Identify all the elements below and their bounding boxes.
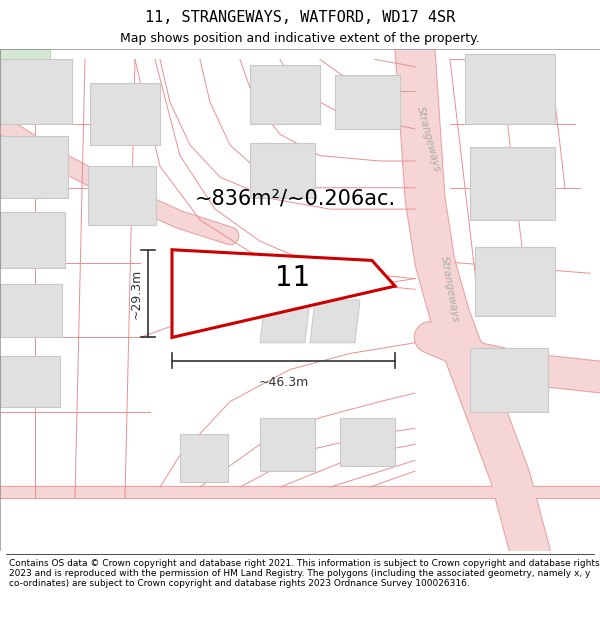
Text: ~46.3m: ~46.3m xyxy=(259,376,308,389)
Text: ~836m²/~0.206ac.: ~836m²/~0.206ac. xyxy=(194,188,395,208)
Text: Strangeways: Strangeways xyxy=(415,106,442,174)
Text: ~29.3m: ~29.3m xyxy=(130,269,143,319)
Text: 11, STRANGEWAYS, WATFORD, WD17 4SR: 11, STRANGEWAYS, WATFORD, WD17 4SR xyxy=(145,10,455,25)
Polygon shape xyxy=(310,300,360,343)
Bar xyxy=(0,284,62,338)
Polygon shape xyxy=(172,250,395,338)
Bar xyxy=(0,136,68,198)
Bar xyxy=(470,348,548,413)
Bar xyxy=(250,65,320,124)
Text: Strangeways: Strangeways xyxy=(439,255,461,323)
Bar xyxy=(250,143,315,198)
Bar xyxy=(88,166,156,225)
Bar xyxy=(0,59,72,124)
Bar xyxy=(475,246,555,316)
Bar xyxy=(90,83,160,145)
Bar xyxy=(260,418,315,471)
Bar xyxy=(0,49,50,91)
Polygon shape xyxy=(260,300,310,343)
Bar xyxy=(0,356,60,407)
Bar xyxy=(470,147,555,220)
Text: 11: 11 xyxy=(275,264,310,292)
Text: Contains OS data © Crown copyright and database right 2021. This information is : Contains OS data © Crown copyright and d… xyxy=(9,559,599,588)
Bar xyxy=(340,418,395,466)
Text: Map shows position and indicative extent of the property.: Map shows position and indicative extent… xyxy=(120,32,480,45)
Bar xyxy=(180,434,228,482)
Bar xyxy=(335,76,400,129)
Bar xyxy=(465,54,555,124)
Bar xyxy=(0,213,65,268)
